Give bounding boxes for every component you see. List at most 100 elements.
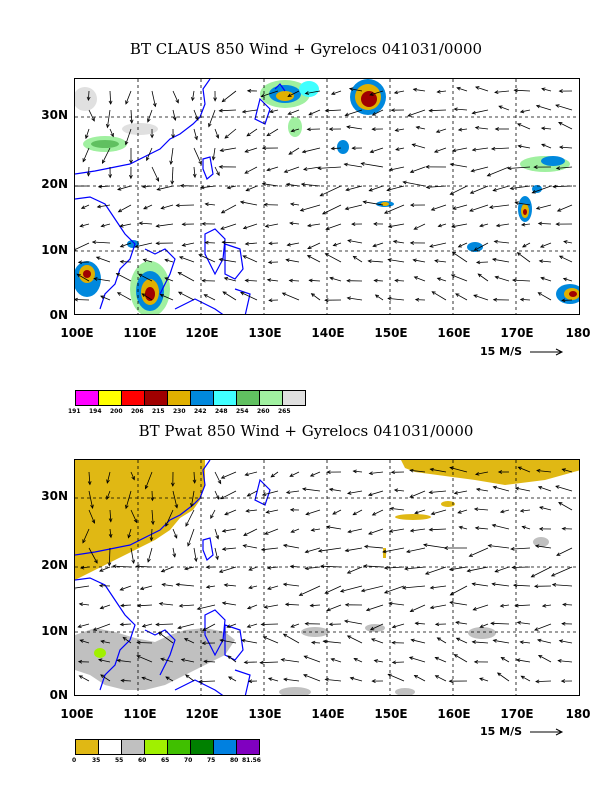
wind-vector-head xyxy=(100,295,105,299)
wind-vector-head xyxy=(558,502,563,506)
wind-vector-head xyxy=(124,141,129,146)
wind-vector-head xyxy=(443,546,448,550)
wind-vector xyxy=(227,623,237,628)
wind-vector-head xyxy=(428,527,433,532)
wind-vector-head xyxy=(326,470,331,474)
wind-vector xyxy=(300,204,321,211)
wind-vector xyxy=(492,583,510,587)
wind-vector xyxy=(434,147,447,153)
wind-vector xyxy=(559,255,573,263)
wind-vector-head xyxy=(211,156,216,161)
wind-vector-head xyxy=(496,672,502,677)
wind-vector-head xyxy=(486,172,492,177)
wind-vector xyxy=(390,508,405,511)
wind-vector-head xyxy=(346,125,351,129)
colorbar-label: 81.56 xyxy=(242,757,261,764)
wind-vector xyxy=(281,659,300,663)
wind-vector xyxy=(413,88,426,92)
wind-vector-head xyxy=(226,624,231,628)
wind-vector-head xyxy=(363,544,369,549)
wind-vector xyxy=(283,678,300,682)
wind-vector xyxy=(350,677,363,682)
wind-vector xyxy=(212,147,216,160)
wind-vector-head xyxy=(108,518,113,523)
wind-vector-head xyxy=(365,607,371,612)
wind-vector xyxy=(247,604,258,609)
wind-vector xyxy=(347,566,363,574)
wind-vector xyxy=(455,621,468,625)
wind-vector-head xyxy=(324,298,329,302)
panel-1-x-label: 180 xyxy=(565,326,591,340)
wind-vector xyxy=(193,147,202,165)
wind-vector-head xyxy=(533,165,538,169)
wind-vector xyxy=(205,242,216,244)
wind-vector-head xyxy=(495,223,501,228)
wind-vector xyxy=(284,166,300,173)
wind-vector xyxy=(106,471,111,484)
wind-vector-head xyxy=(112,564,117,569)
wind-vector-head xyxy=(221,240,226,245)
colorbar-swatch xyxy=(237,740,259,754)
wind-vector-head xyxy=(330,146,335,151)
wind-vector-head xyxy=(388,601,393,606)
wind-vector xyxy=(137,642,153,644)
wind-vector-head xyxy=(164,277,169,281)
wind-vector-head xyxy=(164,258,169,263)
wind-vector xyxy=(515,604,531,607)
wind-vector-head xyxy=(306,127,311,132)
wind-vector-head xyxy=(290,624,295,628)
wind-vector-head xyxy=(246,132,251,137)
wind-vector xyxy=(496,223,510,227)
wind-vector-head xyxy=(263,202,268,207)
wind-vector-head xyxy=(299,208,305,212)
wind-vector-head xyxy=(106,495,110,500)
wind-vector xyxy=(354,658,363,663)
wind-vector xyxy=(371,638,384,644)
wind-vector xyxy=(558,660,573,663)
wind-vector xyxy=(75,299,90,301)
colorbar-label: 55 xyxy=(115,757,124,764)
wind-vector-head xyxy=(492,639,497,643)
wind-vector xyxy=(470,185,489,194)
wind-vector-head xyxy=(160,568,166,573)
wind-vector xyxy=(193,471,196,483)
wind-vector xyxy=(108,547,111,566)
wind-vector xyxy=(198,254,216,263)
wind-vector-head xyxy=(344,602,350,607)
wind-vector-head xyxy=(533,584,539,589)
wind-vector xyxy=(219,109,237,112)
wind-vector xyxy=(224,584,237,587)
wind-vector-head xyxy=(372,243,377,248)
wind-vector-head xyxy=(288,150,293,155)
wind-vector xyxy=(361,585,384,592)
wind-vector xyxy=(179,604,195,607)
wind-vector xyxy=(326,526,342,530)
wind-vector xyxy=(75,585,90,589)
wind-vector xyxy=(82,147,90,162)
wind-vector-head xyxy=(498,105,503,110)
wind-vector-head xyxy=(490,621,495,626)
wind-vector xyxy=(243,255,258,263)
wind-vector xyxy=(290,565,300,568)
wind-vector-head xyxy=(218,569,224,573)
wind-vector xyxy=(437,277,447,282)
wind-vector-head xyxy=(79,223,84,228)
wind-vector xyxy=(287,242,300,246)
wind-vector xyxy=(493,639,510,644)
wind-vector xyxy=(264,604,279,608)
wind-vector xyxy=(389,528,405,532)
wind-vector-head xyxy=(184,566,189,571)
wind-vector xyxy=(102,147,111,164)
wind-vector xyxy=(430,468,447,473)
wind-vector-head xyxy=(98,583,104,588)
panel-1-y-label: 10N xyxy=(41,243,68,257)
wind-vector-head xyxy=(289,507,295,512)
panel-1-y-label: 30N xyxy=(41,108,68,122)
wind-vector xyxy=(536,105,552,111)
wind-vector-head xyxy=(409,169,415,173)
wind-vector xyxy=(176,583,195,587)
wind-vector xyxy=(245,242,258,245)
wind-vector xyxy=(88,471,91,485)
wind-vector xyxy=(467,566,489,572)
wind-vector-head xyxy=(324,677,329,682)
